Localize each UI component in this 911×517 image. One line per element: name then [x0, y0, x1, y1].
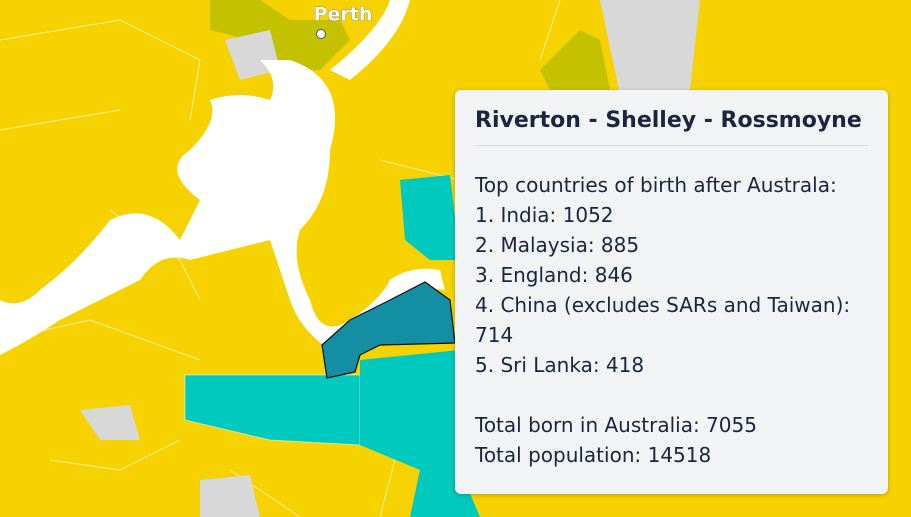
- country-line: 3. England: 846: [475, 263, 633, 287]
- place-marker: [316, 29, 326, 39]
- suburb-borders: [0, 0, 561, 517]
- country-line: 5. Sri Lanka: 418: [475, 353, 645, 377]
- teal-area: [184, 374, 361, 446]
- gray-area: [600, 0, 700, 95]
- country-line: 1. India: 1052: [475, 203, 614, 227]
- olive-area: [540, 30, 610, 90]
- tooltip-intro: Top countries of birth after Australa:: [475, 173, 837, 197]
- river: [330, 0, 410, 80]
- teal-area: [400, 175, 460, 260]
- place-label: Perth: [314, 4, 373, 26]
- olive-area: [210, 0, 350, 70]
- teal-area: [360, 350, 460, 470]
- river: [0, 60, 445, 355]
- total-line: Total born in Australia: 7055: [475, 413, 757, 437]
- gray-area: [225, 30, 280, 80]
- country-line: 2. Malaysia: 885: [475, 233, 640, 257]
- gray-area: [200, 475, 260, 517]
- tooltip: Riverton - Shelley - Rossmoyne Top count…: [455, 90, 888, 494]
- gray-area: [80, 405, 140, 440]
- country-line: 4. China (excludes SARs and Taiwan): 714: [475, 293, 851, 347]
- tooltip-title: Riverton - Shelley - Rossmoyne: [475, 108, 868, 146]
- total-line: Total population: 14518: [475, 443, 712, 467]
- tooltip-body: Top countries of birth after Australa: 1…: [475, 170, 855, 470]
